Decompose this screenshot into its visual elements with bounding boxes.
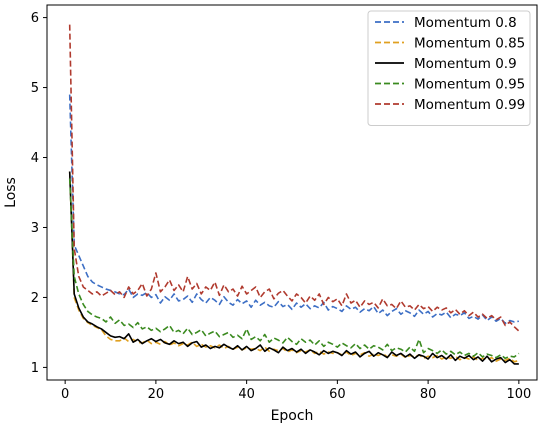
legend-box: [367, 10, 531, 126]
y-axis-label: Loss: [3, 177, 19, 208]
y-tick-label: 3: [31, 221, 39, 236]
legend-label: Momentum 0.8: [414, 15, 517, 31]
x-tick-label: 100: [506, 387, 531, 402]
ticks-layer: 0 20 40 60 80 100 1 2 3 4 5 6: [31, 11, 532, 402]
y-tick-label: 6: [31, 11, 39, 26]
x-tick-label: 0: [61, 387, 69, 402]
y-tick-label: 2: [31, 291, 39, 306]
x-tick-label: 20: [148, 387, 165, 402]
x-axis-label: Epoch: [271, 408, 314, 424]
series-line-momentum-0-8: [68, 94, 519, 325]
series-line-momentum-0-85: [68, 171, 520, 363]
y-tick-label: 5: [31, 81, 39, 96]
legend: Momentum 0.8 Momentum 0.85 Momentum 0.9 Mom…: [367, 10, 531, 126]
legend-label: Momentum 0.95: [414, 77, 525, 93]
series-layer: [68, 24, 520, 365]
legend-label: Momentum 0.9: [414, 56, 517, 72]
x-tick-label: 60: [329, 387, 346, 402]
legend-label: Momentum 0.99: [414, 97, 525, 113]
series-line-momentum-0-9: [68, 171, 519, 365]
y-tick-label: 1: [31, 361, 39, 376]
series-line-momentum-0-99: [68, 24, 520, 332]
plot-frame: [46, 4, 538, 381]
legend-label: Momentum 0.85: [414, 36, 525, 52]
x-tick-label: 80: [420, 387, 437, 402]
y-tick-label: 4: [31, 151, 39, 166]
x-tick-label: 40: [238, 387, 255, 402]
series-line-momentum-0-95: [68, 178, 520, 360]
